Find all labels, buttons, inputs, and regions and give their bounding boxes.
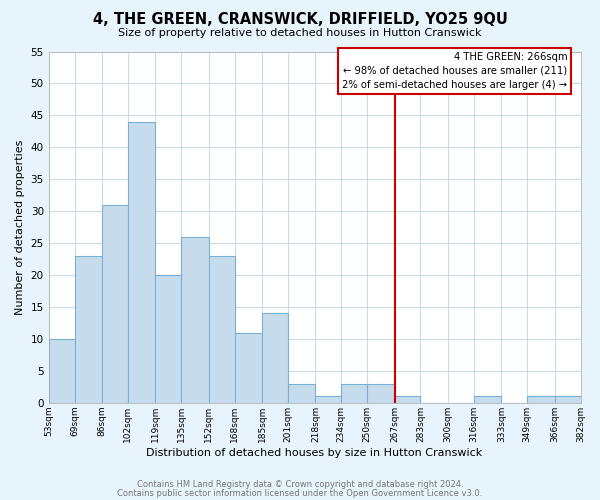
Bar (527, 396, 554, 403)
Y-axis label: Number of detached properties: Number of detached properties (15, 140, 25, 315)
Text: 4, THE GREEN, CRANSWICK, DRIFFIELD, YO25 9QU: 4, THE GREEN, CRANSWICK, DRIFFIELD, YO25… (92, 12, 508, 28)
Text: Contains public sector information licensed under the Open Government Licence v3: Contains public sector information licen… (118, 488, 482, 498)
Bar (395, 396, 421, 403)
Bar (181, 236, 209, 403)
Bar (316, 396, 341, 403)
Bar (554, 396, 581, 403)
Text: 4 THE GREEN: 266sqm
← 98% of detached houses are smaller (211)
2% of semi-detach: 4 THE GREEN: 266sqm ← 98% of detached ho… (342, 52, 567, 90)
Bar (262, 314, 288, 403)
Bar (235, 332, 262, 403)
Bar (49, 339, 74, 403)
Text: Contains HM Land Registry data © Crown copyright and database right 2024.: Contains HM Land Registry data © Crown c… (137, 480, 463, 489)
Bar (367, 384, 395, 403)
Bar (209, 256, 235, 403)
Bar (474, 396, 501, 403)
Bar (155, 275, 181, 403)
Bar (74, 256, 102, 403)
Bar (128, 122, 155, 403)
Text: Size of property relative to detached houses in Hutton Cranswick: Size of property relative to detached ho… (118, 28, 482, 38)
Bar (288, 384, 316, 403)
X-axis label: Distribution of detached houses by size in Hutton Cranswick: Distribution of detached houses by size … (146, 448, 483, 458)
Bar (102, 205, 128, 403)
Bar (341, 384, 367, 403)
